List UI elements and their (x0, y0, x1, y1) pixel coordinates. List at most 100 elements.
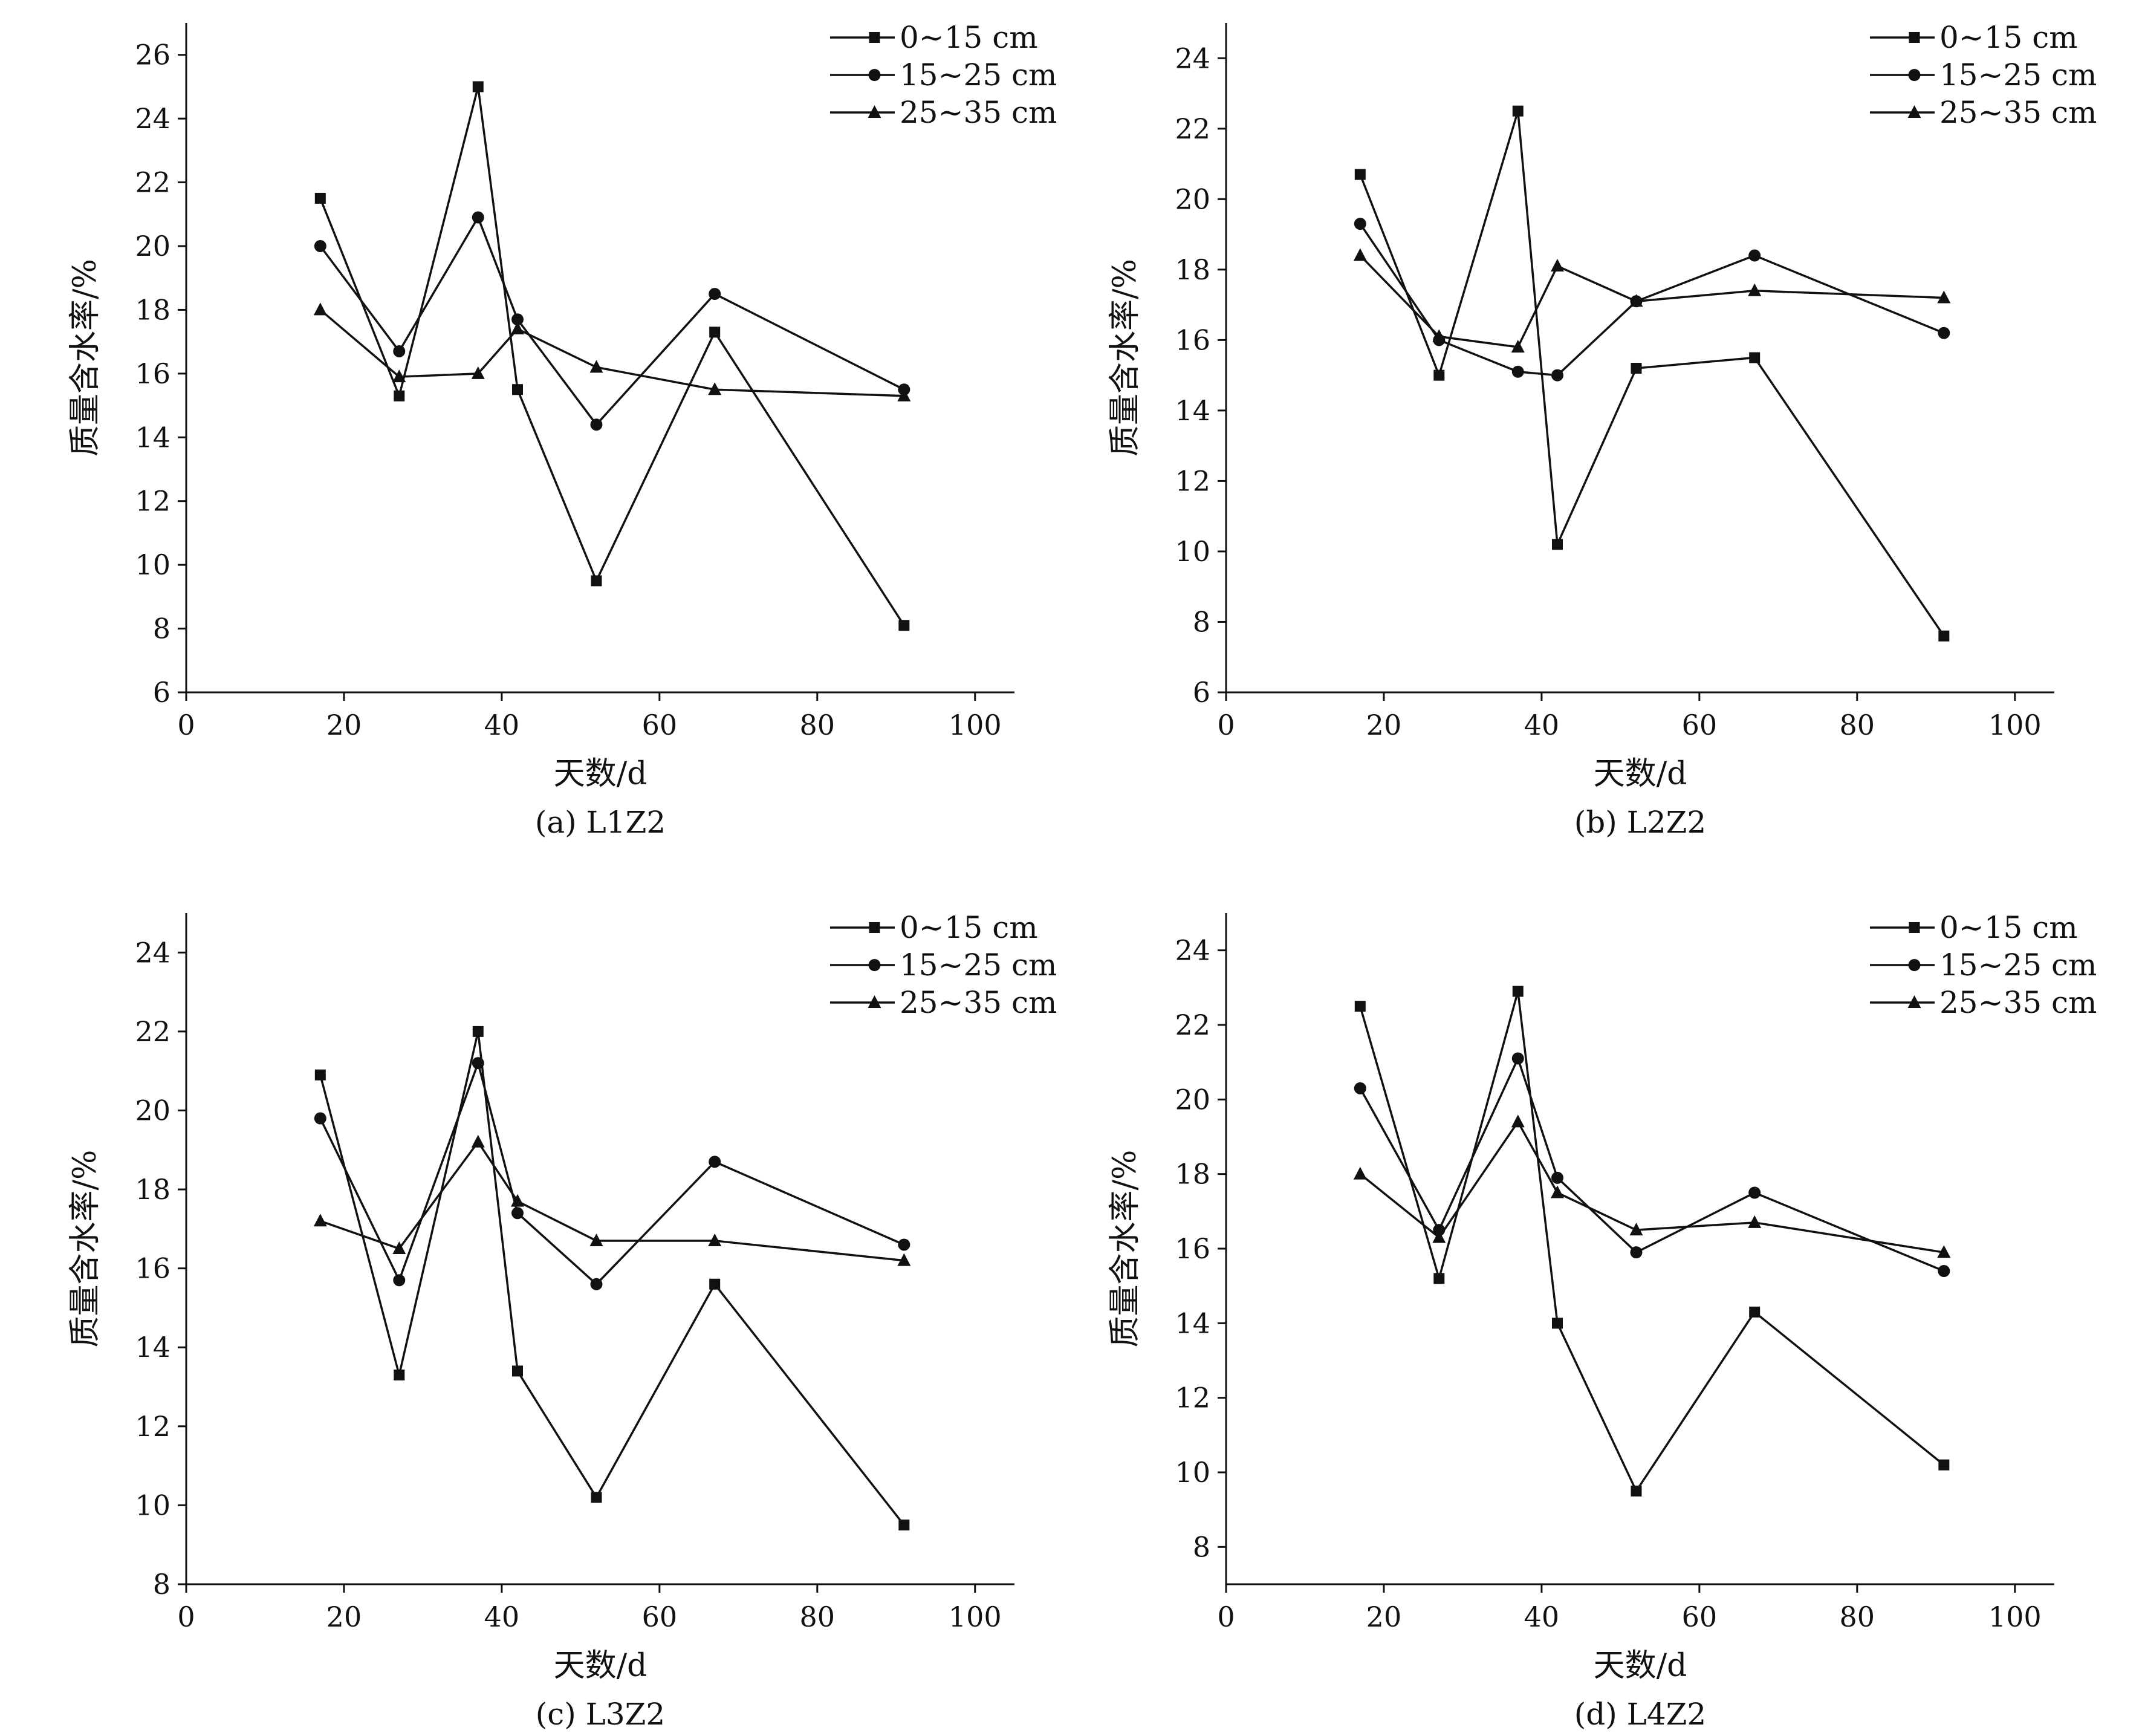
y-tick-label: 18 (1175, 253, 1210, 286)
y-tick-label: 12 (1175, 464, 1210, 497)
data-point (1749, 352, 1761, 363)
y-tick-label: 22 (135, 166, 170, 199)
data-point (1629, 294, 1643, 307)
x-tick-label: 40 (1524, 1601, 1560, 1633)
data-point (1749, 1306, 1761, 1318)
data-point (897, 388, 911, 401)
data-point (1748, 1215, 1762, 1228)
y-tick-label: 14 (1175, 1307, 1210, 1339)
y-axis-title: 质量含水率/% (67, 1150, 103, 1348)
data-point (1511, 1052, 1524, 1065)
data-point (1512, 105, 1524, 117)
data-point (589, 1233, 603, 1246)
panel-caption: (a) L1Z2 (535, 805, 666, 840)
x-axis-title: 天数/d (1594, 756, 1687, 792)
x-tick-label: 80 (1840, 1601, 1875, 1633)
chart-panel-3: 8 10 12 14 16 18 20 22 24 0 20 40 60 80 100 天数/d 质量含水率/%… (67, 910, 1057, 1732)
legend-label: 0~15 cm (1939, 20, 2078, 55)
data-point (898, 1238, 910, 1251)
data-point (1629, 1223, 1643, 1236)
data-point (590, 1278, 603, 1290)
data-point (1433, 1273, 1445, 1284)
series-triangle (313, 302, 911, 401)
y-tick-label: 10 (135, 548, 170, 581)
series-circle (314, 1057, 910, 1290)
y-tick-label: 6 (153, 676, 170, 709)
legend-label: 15~25 cm (900, 57, 1057, 93)
data-point (472, 1026, 484, 1037)
x-tick-label: 100 (1988, 1601, 2042, 1633)
x-tick-label: 60 (642, 1601, 678, 1633)
series-line (319, 1031, 905, 1526)
legend-marker (869, 922, 880, 933)
x-tick-label: 100 (1988, 709, 2042, 741)
data-point (314, 1069, 326, 1081)
legend-label: 0~15 cm (1939, 910, 2078, 945)
data-point (1938, 1459, 1950, 1471)
y-tick-label: 16 (135, 1252, 170, 1285)
y-tick-label: 20 (1175, 1083, 1210, 1116)
y-tick-label: 24 (1175, 42, 1210, 74)
data-point (709, 288, 721, 301)
data-point (1552, 539, 1563, 550)
y-tick-label: 22 (1175, 1009, 1210, 1041)
series-line (1359, 255, 1944, 348)
data-point (1938, 1265, 1950, 1277)
data-point (1511, 340, 1525, 353)
legend-marker (1908, 959, 1921, 971)
data-point (709, 1156, 721, 1168)
series-line (1359, 1120, 1944, 1253)
y-tick-label: 6 (1193, 676, 1210, 709)
series-square (314, 1026, 910, 1531)
y-tick-label: 12 (1175, 1382, 1210, 1414)
series-triangle (1353, 1114, 1951, 1258)
x-tick-label: 60 (1682, 1601, 1718, 1633)
data-point (512, 384, 523, 395)
data-point (1354, 1001, 1366, 1012)
y-tick-label: 20 (135, 230, 170, 262)
y-tick-label: 26 (135, 39, 170, 71)
y-tick-label: 16 (1175, 323, 1210, 356)
series-square (1354, 986, 1950, 1497)
data-point (1551, 1171, 1563, 1184)
data-point (1551, 259, 1564, 272)
y-tick-label: 12 (135, 485, 170, 518)
data-point (1938, 327, 1950, 339)
legend-marker (1907, 105, 1921, 118)
legend-marker (1909, 922, 1920, 933)
legend-label: 25~35 cm (1939, 95, 2097, 130)
data-point (1511, 365, 1524, 378)
data-point (394, 1369, 405, 1380)
legend-marker (1909, 32, 1920, 43)
data-point (1748, 1186, 1761, 1199)
x-axis-title: 天数/d (554, 1648, 647, 1684)
legend-marker (868, 995, 881, 1008)
data-point (897, 1253, 911, 1266)
y-tick-label: 24 (1175, 934, 1210, 967)
data-point (708, 1233, 722, 1246)
x-tick-label: 100 (949, 709, 1002, 741)
y-tick-label: 10 (1175, 1456, 1210, 1489)
x-tick-label: 60 (1682, 709, 1718, 741)
legend-label: 25~35 cm (1939, 985, 2097, 1020)
data-point (314, 192, 326, 204)
chart-panel-2: 6 8 10 12 14 16 18 20 22 24 0 20 40 60 80 100 天数/d 质量含水率/… (1107, 20, 2097, 840)
data-point (898, 1520, 910, 1531)
x-tick-label: 0 (177, 709, 195, 741)
data-point (392, 369, 406, 383)
x-tick-label: 60 (642, 709, 678, 741)
data-point (393, 345, 406, 357)
legend-marker (1908, 69, 1921, 81)
x-tick-label: 40 (484, 1601, 520, 1633)
y-tick-label: 24 (135, 102, 170, 135)
data-point (313, 302, 327, 316)
series-triangle (1353, 248, 1951, 353)
x-tick-label: 20 (1366, 1601, 1402, 1633)
data-point (471, 1134, 485, 1148)
legend-label: 0~15 cm (900, 20, 1038, 55)
y-tick-label: 8 (153, 1568, 170, 1601)
data-point (511, 313, 524, 326)
x-tick-label: 100 (949, 1601, 1002, 1633)
series-circle (1354, 1052, 1950, 1277)
x-tick-label: 20 (326, 709, 362, 741)
